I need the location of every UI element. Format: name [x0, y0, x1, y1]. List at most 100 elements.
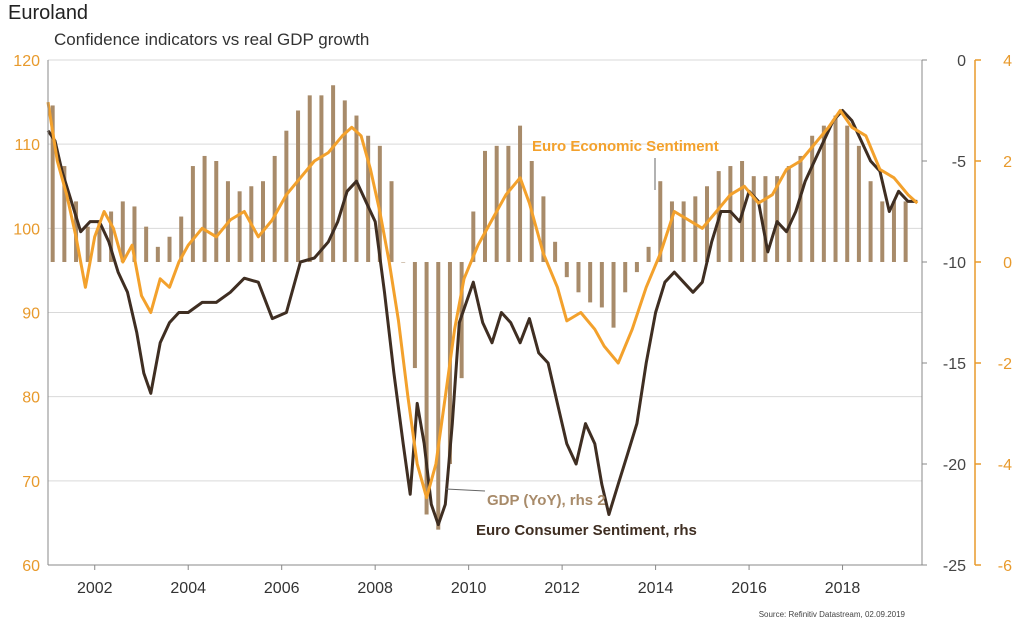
gdp-bar: [167, 236, 172, 262]
gdp-bar: [693, 196, 698, 262]
gdp-bar: [155, 246, 160, 262]
x-tick-label: 2008: [357, 580, 393, 597]
left-tick-label: 80: [22, 390, 40, 407]
gdp-bar: [681, 201, 686, 262]
gdp-annotation-leader: [445, 488, 486, 492]
chart-subtitle: Confidence indicators vs real GDP growth: [54, 30, 370, 49]
gdp-bar: [342, 100, 347, 263]
gdp-bar: [763, 176, 768, 262]
gdp-bar: [891, 201, 896, 262]
right2-tick-label: -4: [998, 457, 1012, 474]
gdp-bar: [634, 262, 639, 273]
gdp-bar: [401, 262, 406, 263]
chart-title: Euroland: [8, 2, 89, 24]
economic-sentiment-line: [46, 101, 919, 500]
gdp-bar: [786, 166, 791, 262]
gdp-bar: [903, 201, 908, 262]
gdp-bar: [599, 262, 604, 308]
gdp-bar: [424, 262, 429, 515]
gdp-bar: [366, 135, 371, 262]
x-tick-label: 2014: [638, 580, 674, 597]
gdp-bar: [412, 262, 417, 369]
gdp-bar: [564, 262, 569, 278]
right1-tick-label: -25: [943, 558, 966, 575]
right1-tick-label: -15: [943, 356, 966, 373]
gdp-bar: [296, 110, 301, 262]
right2-tick-label: 4: [1003, 53, 1012, 70]
gdp-bar: [377, 145, 382, 262]
gdp-bar: [331, 85, 336, 262]
series-lines: [46, 101, 919, 527]
right2-tick-label: 2: [1003, 154, 1012, 171]
gdp-bar: [506, 145, 511, 262]
gdp-bar: [728, 166, 733, 262]
gdp-bar: [260, 181, 265, 262]
gdp-bar: [518, 125, 523, 263]
gdp-bar: [144, 226, 149, 262]
gdp-bar: [494, 145, 499, 262]
gdp-bar: [623, 262, 628, 293]
gdp-bar: [821, 125, 826, 263]
gdp-bar: [190, 166, 195, 262]
right2-tick-label: -6: [998, 558, 1012, 575]
gdp-bar: [202, 155, 207, 262]
gdp-bar: [237, 191, 242, 262]
gdp-bar: [471, 211, 476, 262]
x-tick-label: 2018: [825, 580, 861, 597]
gdp-bar: [97, 221, 102, 262]
right2-tick-label: -2: [998, 356, 1012, 373]
x-tick-label: 2016: [731, 580, 767, 597]
gdp-bar: [50, 105, 55, 262]
left-tick-label: 60: [22, 558, 40, 575]
gdp-bar: [868, 181, 873, 262]
gdp-bar: [588, 262, 593, 303]
x-tick-label: 2006: [264, 580, 300, 597]
right1-tick-label: 0: [957, 53, 966, 70]
gdp-bar: [483, 150, 487, 262]
gdp-bar: [611, 262, 616, 328]
gdp-bar: [576, 262, 581, 293]
gdp-bar: [798, 155, 803, 262]
right1-tick-label: -20: [943, 457, 966, 474]
gdp-bar: [436, 262, 441, 530]
gdp-bar: [62, 166, 67, 262]
gdp-bar: [541, 196, 546, 262]
gdp-bar: [179, 216, 184, 262]
gdp-bar: [272, 155, 277, 262]
right1-tick-label: -10: [943, 255, 966, 272]
x-tick-label: 2010: [451, 580, 487, 597]
axes: [47, 59, 981, 570]
right2-tick-label: 0: [1003, 255, 1012, 272]
gdp-bar: [669, 201, 674, 262]
gdp-bar: [646, 246, 651, 262]
gdp-bar: [856, 145, 861, 262]
gdp-bar: [553, 241, 558, 262]
gdp-bar: [389, 181, 394, 262]
x-tick-label: 2004: [170, 580, 206, 597]
right1-tick-label: -5: [952, 154, 966, 171]
gdp-bar: [319, 95, 324, 262]
consumer-sentiment-line: [46, 109, 918, 527]
tick-labels: 60708090100110120-25-20-15-10-50-6-4-202…: [13, 53, 1012, 597]
gdp-bar: [132, 206, 137, 262]
gdp-bar: [658, 181, 663, 262]
x-tick-label: 2012: [544, 580, 580, 597]
gdp-bar: [307, 95, 312, 262]
gdp-bar: [109, 211, 114, 262]
gdp-bar: [354, 115, 359, 262]
source-note: Source: Refinitiv Datastream, 02.09.2019: [758, 610, 905, 619]
left-tick-label: 90: [22, 306, 40, 323]
gdp-bar: [85, 226, 90, 262]
left-tick-label: 100: [13, 221, 40, 238]
gdp-annotation: GDP (YoY), rhs 2: [487, 492, 606, 509]
gdp-bar: [845, 125, 850, 263]
gdp-bar: [880, 201, 885, 262]
annotations: Euro Economic Sentiment GDP (YoY), rhs 2 E…: [445, 138, 719, 539]
gdp-bar: [214, 161, 219, 262]
economic-annotation: Euro Economic Sentiment: [532, 138, 719, 155]
gdp-bar: [833, 115, 838, 262]
left-tick-label: 110: [14, 137, 40, 154]
gdp-bar: [810, 135, 815, 262]
left-tick-label: 70: [22, 474, 40, 491]
